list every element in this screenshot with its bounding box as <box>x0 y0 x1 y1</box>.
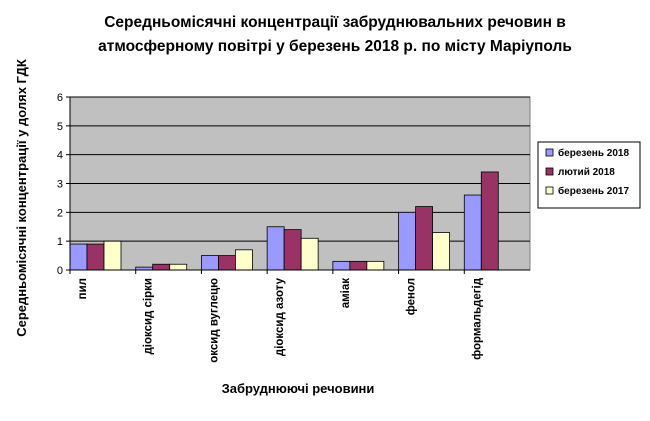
x-category-label: пил <box>77 278 89 299</box>
bar <box>300 237 319 271</box>
y-tick-label: 2 <box>57 207 63 219</box>
bar <box>366 260 385 271</box>
x-category-label: діоксид азоту <box>274 277 286 356</box>
bar <box>86 243 105 271</box>
bar <box>69 243 88 271</box>
legend: березень 2018 лютий 2018 березень 2017 <box>537 141 641 209</box>
x-axis-label: Забруднюючі речовини <box>222 381 375 396</box>
legend-swatch <box>545 148 554 157</box>
bar <box>432 232 450 271</box>
bar <box>169 263 188 271</box>
x-category-label: діоксид сірки <box>143 278 155 355</box>
y-tick-label: 6 <box>57 92 63 104</box>
bar <box>218 255 236 271</box>
y-tick-label: 0 <box>57 265 63 277</box>
legend-swatch <box>545 186 554 195</box>
y-tick-label: 4 <box>57 150 63 162</box>
bar <box>332 260 351 271</box>
bar <box>266 226 285 271</box>
bar <box>152 263 171 271</box>
x-category-labels: пил діоксид сірки оксид вуглецю діоксид азо… <box>77 277 483 362</box>
gridlines <box>70 96 530 242</box>
bar <box>480 171 499 271</box>
x-category-label: фенол <box>406 278 418 315</box>
y-axis-label: Середньомісячні концентрації у долях ГДК <box>14 59 29 337</box>
x-category-label: аміак <box>340 278 352 308</box>
legend-label: лютий 2018 <box>558 167 615 178</box>
bar <box>103 240 122 271</box>
bar <box>415 206 433 271</box>
axes <box>66 96 530 274</box>
bar <box>463 194 482 271</box>
x-category-label: формальдегід <box>471 277 483 360</box>
legend-swatch <box>545 167 554 176</box>
legend-box <box>537 141 641 209</box>
bar <box>398 211 416 271</box>
bar <box>283 229 302 271</box>
legend-label: березень 2018 <box>558 147 629 159</box>
bar <box>349 260 368 271</box>
bar <box>235 249 253 271</box>
y-tick-label: 5 <box>57 121 63 133</box>
chart-title-line-2: атмосферному повітрі у березень 2018 р. … <box>98 38 572 55</box>
y-tick-label: 3 <box>57 179 63 191</box>
y-tick-label: 1 <box>57 236 63 248</box>
chart-title-line-1: Середньомісячні концентрації забруднювал… <box>104 14 566 31</box>
legend-label: березень 2017 <box>558 185 629 197</box>
x-category-label: оксид вуглецю <box>208 278 220 363</box>
y-tick-labels: 0 1 2 3 4 5 6 <box>57 92 63 277</box>
bars <box>69 171 499 271</box>
bar <box>201 255 219 271</box>
chart-title: Середньомісячні концентрації забруднювал… <box>98 14 572 55</box>
